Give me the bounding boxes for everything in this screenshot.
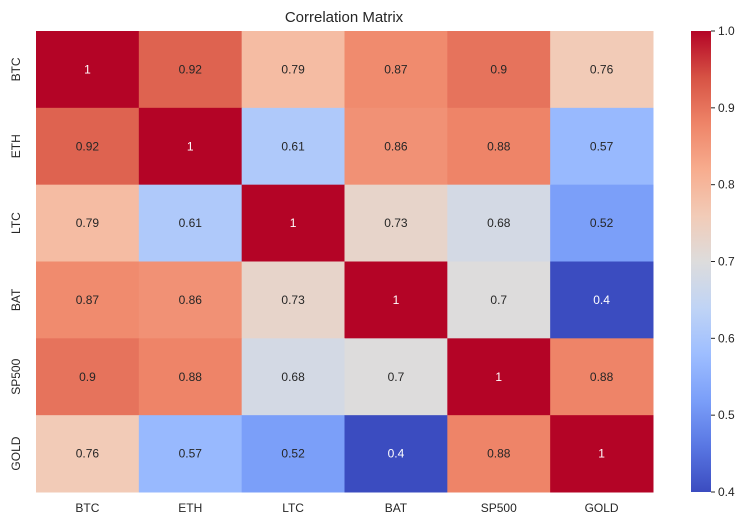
- heatmap-cell-ltc-ltc: [241, 184, 345, 262]
- cell-value-label: 0.61: [179, 216, 203, 230]
- heatmap-cell-eth-bat: [344, 107, 448, 186]
- cell-value-label: 0.4: [593, 293, 610, 307]
- heatmap-cell-ltc-sp500: [447, 184, 551, 262]
- x-tick-label: BAT: [385, 501, 408, 515]
- colorbar-tick-label: 0.5: [718, 408, 735, 422]
- cell-value-label: 0.88: [487, 139, 511, 153]
- cell-value-label: 0.68: [487, 216, 511, 230]
- cell-value-label: 1: [495, 370, 502, 384]
- heatmap-cell-btc-gold: [550, 31, 654, 109]
- y-tick-label: ETH: [9, 134, 23, 158]
- x-tick-label: SP500: [481, 501, 517, 515]
- heatmap-cell-ltc-eth: [138, 184, 243, 262]
- colorbar-tick-label: 0.4: [718, 485, 735, 499]
- heatmap-cell-sp500-bat: [344, 338, 448, 416]
- cell-value-label: 0.92: [179, 62, 203, 76]
- y-tick-label: GOLD: [9, 436, 23, 470]
- y-tick-label: BTC: [9, 57, 23, 81]
- cell-value-label: 0.9: [490, 62, 507, 76]
- heatmap-cell-gold-eth: [138, 415, 243, 493]
- heatmap-cell-gold-bat: [344, 415, 448, 493]
- y-axis: BTC ETH LTC BAT SP500 GOLD: [9, 57, 23, 471]
- heatmap-cell-eth-eth: [138, 107, 243, 186]
- cell-value-label: 1: [393, 293, 400, 307]
- cell-value-label: 1: [187, 139, 194, 153]
- cell-value-label: 0.87: [384, 62, 408, 76]
- cell-value-label: 0.9: [79, 370, 96, 384]
- heatmap-cells: [36, 31, 654, 493]
- heatmap-cell-gold-ltc: [241, 415, 345, 493]
- cell-value-label: 1: [290, 216, 297, 230]
- cell-value-label: 0.7: [490, 293, 507, 307]
- heatmap-cell-eth-sp500: [447, 107, 551, 186]
- cell-value-label: 0.86: [384, 139, 408, 153]
- cell-value-label: 0.92: [76, 139, 100, 153]
- heatmap-cell-btc-bat: [344, 31, 448, 109]
- colorbar-tick-label: 0.7: [718, 255, 735, 269]
- cell-value-label: 0.79: [76, 216, 100, 230]
- cell-value-label: 0.61: [281, 139, 305, 153]
- cell-value-label: 0.88: [487, 447, 511, 461]
- cell-value-label: 0.88: [590, 370, 614, 384]
- heatmap-cell-btc-eth: [138, 31, 243, 109]
- colorbar-tick-label: 1.0: [718, 24, 735, 38]
- cell-value-label: 0.73: [384, 216, 408, 230]
- colorbar-tick-label: 0.8: [718, 178, 735, 192]
- colorbar-tick-label: 0.6: [718, 331, 735, 345]
- heatmap-cell-eth-btc: [36, 107, 140, 186]
- cell-value-label: 1: [598, 447, 605, 461]
- cell-value-label: 0.76: [590, 62, 614, 76]
- cell-value-label: 0.88: [179, 370, 203, 384]
- heatmap-cell-btc-btc: [36, 31, 140, 109]
- heatmap-cell-eth-ltc: [241, 107, 345, 186]
- heatmap-cell-bat-btc: [36, 261, 140, 339]
- cell-value-label: 0.57: [179, 447, 203, 461]
- colorbar: 0.4 0.5 0.6 0.7 0.8 0.9 1.0: [691, 24, 735, 499]
- x-tick-label: LTC: [282, 501, 304, 515]
- heatmap-cell-sp500-eth: [138, 338, 243, 416]
- x-tick-label: ETH: [178, 501, 202, 515]
- heatmap-cell-bat-sp500: [447, 261, 551, 339]
- heatmap-cell-bat-bat: [344, 261, 448, 339]
- heatmap-cell-bat-ltc: [241, 261, 345, 339]
- cell-value-label: 0.52: [281, 447, 305, 461]
- cell-value-label: 0.79: [281, 62, 305, 76]
- heatmap-cell-sp500-ltc: [241, 338, 345, 416]
- heatmap-cell-bat-eth: [138, 261, 243, 339]
- cell-value-label: 0.4: [388, 447, 405, 461]
- cell-value-label: 0.76: [76, 447, 100, 461]
- cell-value-label: 0.57: [590, 139, 614, 153]
- colorbar-gradient: [691, 31, 711, 492]
- y-tick-label: LTC: [9, 212, 23, 234]
- heatmap-cell-sp500-btc: [36, 338, 140, 416]
- heatmap-cell-btc-ltc: [241, 31, 345, 109]
- x-tick-label: GOLD: [585, 501, 619, 515]
- heatmap-cell-gold-btc: [36, 415, 140, 493]
- cell-value-label: 0.52: [590, 216, 614, 230]
- cell-value-label: 1: [84, 62, 91, 76]
- heatmap-cell-eth-gold: [550, 107, 654, 186]
- heatmap-cell-labels: 1 0.92 0.79 0.87 0.9 0.76 0.92 1 0.61 0.86 0.88 0.5…: [76, 62, 614, 460]
- cell-value-label: 0.73: [281, 293, 305, 307]
- colorbar-tick-label: 0.9: [718, 101, 735, 115]
- heatmap-cell-bat-gold: [550, 261, 654, 339]
- y-tick-label: BAT: [9, 288, 23, 311]
- x-axis: BTC ETH LTC BAT SP500 GOLD: [75, 501, 618, 515]
- cell-value-label: 0.7: [388, 370, 405, 384]
- y-tick-label: SP500: [9, 358, 23, 394]
- heatmap-cell-gold-sp500: [447, 415, 551, 493]
- chart-title: Correlation Matrix: [285, 9, 404, 26]
- heatmap-cell-ltc-bat: [344, 184, 448, 262]
- heatmap-cell-sp500-sp500: [447, 338, 551, 416]
- heatmap-cell-ltc-btc: [36, 184, 140, 262]
- cell-value-label: 0.68: [281, 370, 305, 384]
- cell-value-label: 0.86: [179, 293, 203, 307]
- heatmap-cell-gold-gold: [550, 415, 654, 493]
- x-tick-label: BTC: [75, 501, 99, 515]
- heatmap-cell-sp500-gold: [550, 338, 654, 416]
- heatmap-cell-ltc-gold: [550, 184, 654, 262]
- cell-value-label: 0.87: [76, 293, 100, 307]
- heatmap-cell-btc-sp500: [447, 31, 551, 109]
